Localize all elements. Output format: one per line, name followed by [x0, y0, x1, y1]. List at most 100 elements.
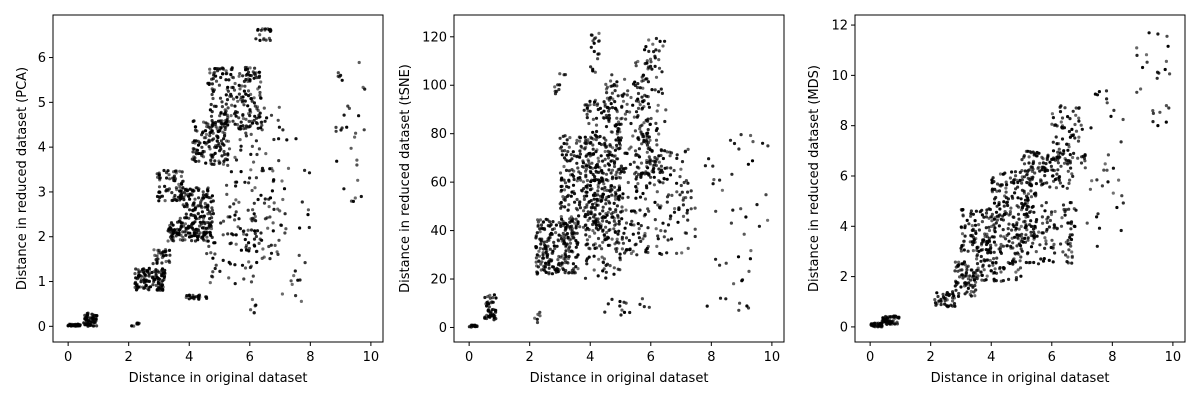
- tsne-point: [604, 145, 608, 149]
- mds-point: [1083, 159, 1087, 163]
- mds-point: [1011, 241, 1015, 245]
- pca-point: [222, 137, 226, 141]
- mds-point: [999, 234, 1003, 238]
- tsne-point: [574, 224, 578, 228]
- tsne-point: [564, 268, 568, 273]
- tsne-point: [617, 219, 621, 223]
- pca-point: [253, 229, 257, 233]
- mds-point: [1026, 192, 1030, 196]
- mds-point: [980, 213, 985, 217]
- mds-point: [969, 289, 973, 294]
- mds-point: [1073, 122, 1077, 127]
- mds-point: [988, 258, 992, 263]
- pca-point: [267, 244, 271, 249]
- tsne-point: [612, 219, 616, 223]
- tsne-point: [610, 106, 615, 110]
- mds-point: [999, 217, 1003, 221]
- mds-point: [1135, 53, 1139, 58]
- mds-point: [987, 225, 991, 229]
- pca-point: [183, 222, 187, 226]
- pca-point: [258, 93, 262, 97]
- pca-point: [220, 105, 224, 109]
- mds-point: [995, 218, 1000, 222]
- pca-point: [354, 131, 358, 135]
- tsne-point: [654, 128, 659, 133]
- pca-point: [249, 168, 253, 172]
- mds-point: [1067, 159, 1071, 163]
- pca-point: [340, 78, 344, 82]
- pca-point: [192, 155, 196, 159]
- tsne-point: [732, 141, 737, 146]
- tsne-point: [640, 95, 644, 99]
- pca-point: [213, 159, 217, 163]
- pca-point: [136, 321, 140, 325]
- tsne-point: [491, 296, 495, 300]
- tsne-point: [645, 165, 649, 169]
- tsne-point: [750, 159, 755, 163]
- mds-point: [1044, 162, 1048, 166]
- tsne-point: [585, 184, 589, 188]
- pca-point: [213, 120, 218, 125]
- mds-point: [1051, 149, 1056, 153]
- mds-point: [980, 278, 984, 282]
- tsne-point: [612, 266, 616, 270]
- pca-point: [233, 104, 237, 108]
- tsne-point: [718, 263, 722, 267]
- tsne-point: [604, 270, 608, 274]
- pca-point: [280, 292, 284, 296]
- pca-point: [267, 205, 271, 209]
- tsne-point: [622, 231, 626, 235]
- tsne-point: [681, 214, 686, 218]
- tsne-point: [582, 165, 586, 169]
- tsne-point: [585, 257, 589, 261]
- pca-point: [159, 280, 164, 284]
- tsne-point: [616, 120, 621, 124]
- pca-point: [277, 125, 281, 129]
- mds-point: [977, 223, 981, 227]
- tsne-point: [538, 227, 542, 231]
- mds-point: [951, 290, 955, 294]
- mds-point: [1106, 180, 1110, 184]
- tsne-point: [618, 252, 622, 256]
- pca-point: [204, 161, 208, 165]
- tsne-point: [603, 238, 607, 242]
- tsne-point: [597, 159, 601, 163]
- mds-point: [962, 248, 966, 252]
- tsne-point: [646, 102, 651, 106]
- pca-point: [262, 201, 267, 205]
- pca-point: [244, 243, 249, 247]
- pca-point: [237, 74, 241, 78]
- tsne-point: [605, 91, 609, 95]
- tsne-point: [594, 123, 599, 127]
- mds-point: [1016, 237, 1020, 241]
- mds-point: [1163, 67, 1167, 72]
- tsne-point: [676, 220, 680, 224]
- pca-point: [254, 121, 258, 125]
- mds-point: [970, 234, 974, 238]
- tsne-point: [638, 208, 642, 212]
- pca-point: [285, 138, 289, 142]
- pca-point: [157, 185, 162, 189]
- pca-point: [150, 275, 154, 279]
- tsne-point: [483, 295, 487, 300]
- tsne-point: [596, 236, 601, 241]
- tsne-point: [607, 119, 611, 124]
- tsne-point: [561, 195, 565, 199]
- tsne-point: [558, 202, 562, 206]
- pca-point: [273, 243, 277, 247]
- pca-point: [259, 80, 263, 84]
- tsne-point: [593, 242, 597, 246]
- pca-point: [163, 268, 167, 272]
- tsne-point: [653, 54, 657, 58]
- mds-point: [1064, 253, 1068, 257]
- pca-point: [252, 311, 256, 315]
- pca-point: [158, 286, 162, 290]
- mds-point: [1029, 230, 1033, 234]
- tsne-point: [755, 203, 759, 207]
- tsne-point: [553, 92, 558, 96]
- mds-point: [1043, 209, 1047, 213]
- tsne-point: [535, 272, 539, 276]
- pca-point: [239, 95, 243, 99]
- mds-point: [993, 267, 997, 271]
- tsne-point: [595, 197, 599, 201]
